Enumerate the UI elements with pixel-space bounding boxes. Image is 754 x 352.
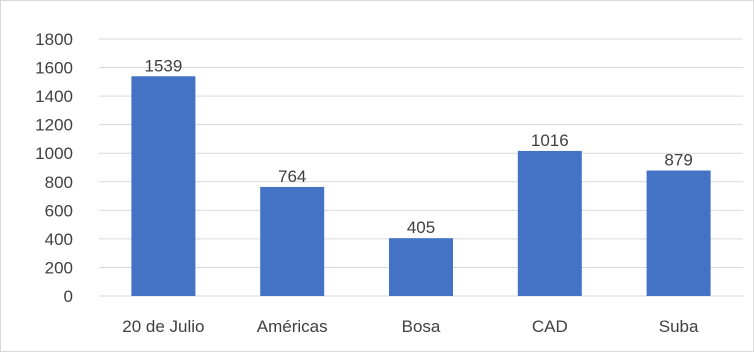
bar <box>389 238 453 296</box>
bars <box>131 76 711 296</box>
x-category-label: Américas <box>257 317 328 336</box>
y-tick-label: 1800 <box>35 30 73 49</box>
x-category-label: Bosa <box>402 317 441 336</box>
data-labels: 1539 764 405 1016 879 <box>144 56 692 237</box>
bar-value-label: 764 <box>278 167 306 186</box>
bar-value-label: 879 <box>664 150 692 169</box>
y-tick-label: 1200 <box>35 116 73 135</box>
bar-value-label: 1539 <box>144 56 182 75</box>
bar <box>646 170 711 296</box>
x-axis-categories: 20 de Julio Américas Bosa CAD Suba <box>122 317 699 336</box>
y-tick-label: 1000 <box>35 144 73 163</box>
y-tick-label: 600 <box>45 201 73 220</box>
y-axis-ticks: 0 200 400 600 800 1000 1200 1400 1600 1800 <box>35 30 73 306</box>
gridlines <box>99 38 743 297</box>
y-tick-label: 400 <box>45 230 73 249</box>
bar <box>517 150 582 296</box>
x-category-label: 20 de Julio <box>122 317 204 336</box>
y-tick-label: 0 <box>64 287 73 306</box>
y-tick-label: 1600 <box>35 59 73 78</box>
bar <box>131 76 196 296</box>
x-category-label: CAD <box>532 317 568 336</box>
y-tick-label: 1400 <box>35 87 73 106</box>
bar-value-label: 405 <box>407 218 435 237</box>
bar <box>260 186 325 296</box>
y-tick-label: 800 <box>45 173 73 192</box>
y-tick-label: 200 <box>45 258 73 277</box>
bar-value-label: 1016 <box>531 131 569 150</box>
x-category-label: Suba <box>659 317 699 336</box>
